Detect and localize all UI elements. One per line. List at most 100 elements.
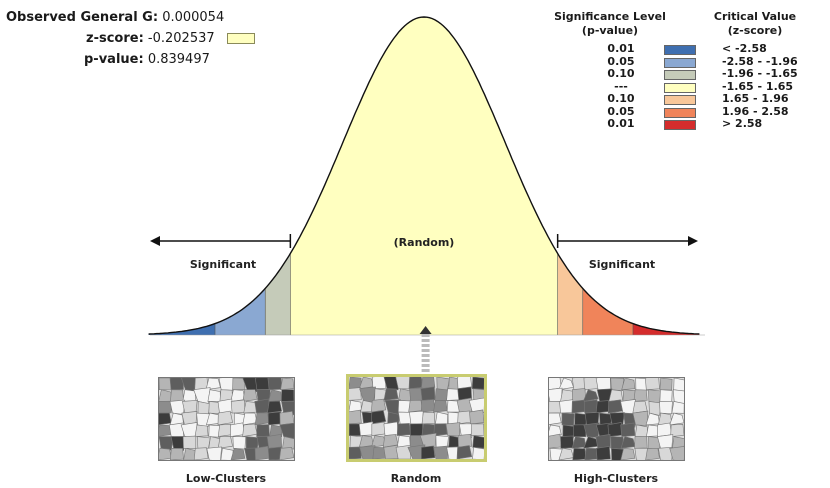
map-polygon [659,389,673,403]
legend-row: 0.01 < -2.58 [540,43,820,55]
observed-z-pointer [421,334,430,337]
left-arrow-head [150,236,160,246]
map-polygon [159,400,172,414]
map-polygon [281,389,294,402]
observed-z-marker [419,326,432,334]
map-polygon [409,410,424,425]
map-polygon [358,421,374,436]
map-polygon [254,398,270,414]
map-polygon [183,447,197,460]
map-polygon [671,401,684,414]
map-polygon [434,388,448,401]
distribution-region [148,323,215,335]
observed-z-pointer [421,369,430,372]
map-polygon [359,445,376,459]
map-polygon [169,378,184,391]
legend-z-header: Critical Value (z-score) [700,10,810,38]
map-polygon [217,435,233,449]
map-polygon [549,424,562,437]
map-polygon [266,433,283,449]
legend-swatch [664,107,696,118]
random-annotation: (Random) [394,236,455,249]
legend-row: 0.10 -1.96 - -1.65 [540,68,820,80]
map-polygon [644,378,660,391]
map-polygon [435,411,449,425]
low-clusters-label: Low-Clusters [185,472,267,485]
map-polygon [549,387,563,403]
random-map-image [349,377,484,459]
map-polygon [621,378,636,391]
p-value-label: p-value: [84,52,144,67]
legend-z-range: -1.65 - 1.65 [722,79,794,93]
observed-z-pointer [421,339,430,342]
map-polygon [561,412,575,426]
map-polygon [611,447,625,460]
map-polygon [383,421,399,436]
map-polygon [279,422,294,439]
map-polygon [657,422,673,437]
map-polygon [633,389,648,402]
map-polygon [420,399,436,413]
map-polygon [632,410,649,426]
map-polygon [193,447,209,460]
map-polygon [206,446,222,460]
map-polygon [242,389,258,402]
observed-z-pointer [421,354,430,357]
legend-swatch [664,82,696,93]
random-label: Random [390,472,442,485]
map-polygon [610,378,625,392]
map-polygon [370,410,387,425]
map-polygon [169,447,184,460]
map-polygon [658,446,674,460]
map-polygon [254,412,270,426]
map-polygon [472,435,484,449]
map-polygon [254,378,270,391]
map-polygon [433,423,448,436]
map-polygon [595,446,611,460]
z-score-label: z-score: [86,31,144,46]
legend-row: 0.05 1.96 - 2.58 [540,104,820,118]
z-score-value: -0.202537 [147,31,215,46]
legend-p-value: 0.01 [607,117,635,130]
map-polygon [370,398,387,413]
observed-g-value: 0.000054 [162,10,225,25]
map-polygon [395,444,411,459]
legend-p-value: 0.05 [607,104,635,118]
map-polygon [218,378,234,391]
map-polygon [645,447,660,460]
map-polygon [170,436,187,451]
map-polygon [269,424,283,438]
map-polygon [559,399,574,414]
map-polygon [549,433,562,449]
map-polygon [230,399,246,414]
z-score-row: z-score: -0.202537 [86,31,255,46]
map-polygon [230,389,246,402]
map-polygon [207,389,221,402]
map-polygon [282,436,294,450]
map-polygon [349,377,362,389]
map-polygon [634,448,650,460]
map-polygon [395,377,411,390]
map-polygon [408,377,423,390]
map-polygon [560,435,574,449]
legend-swatch [664,57,696,68]
map-polygon [433,445,449,459]
map-polygon [421,411,436,425]
map-polygon [549,412,562,425]
map-polygon [445,422,461,437]
legend-z-range: -1.96 - -1.65 [722,67,798,80]
distribution-region [290,17,558,335]
map-polygon [608,389,623,402]
map-polygon [468,397,484,414]
legend-z-header-line2: (z-score) [727,24,783,37]
map-polygon [267,378,283,391]
observed-z-pointer [421,364,430,367]
legend-z-range: > 2.58 [722,117,763,130]
legend-p-value: 0.10 [607,67,635,80]
low-clusters-map-image [159,378,294,460]
legend-p-value: --- [614,79,628,93]
observed-g-label: Observed General G: [6,10,159,25]
map-polygon [420,445,436,459]
legend-swatch [664,45,696,55]
map-polygon [242,423,258,437]
